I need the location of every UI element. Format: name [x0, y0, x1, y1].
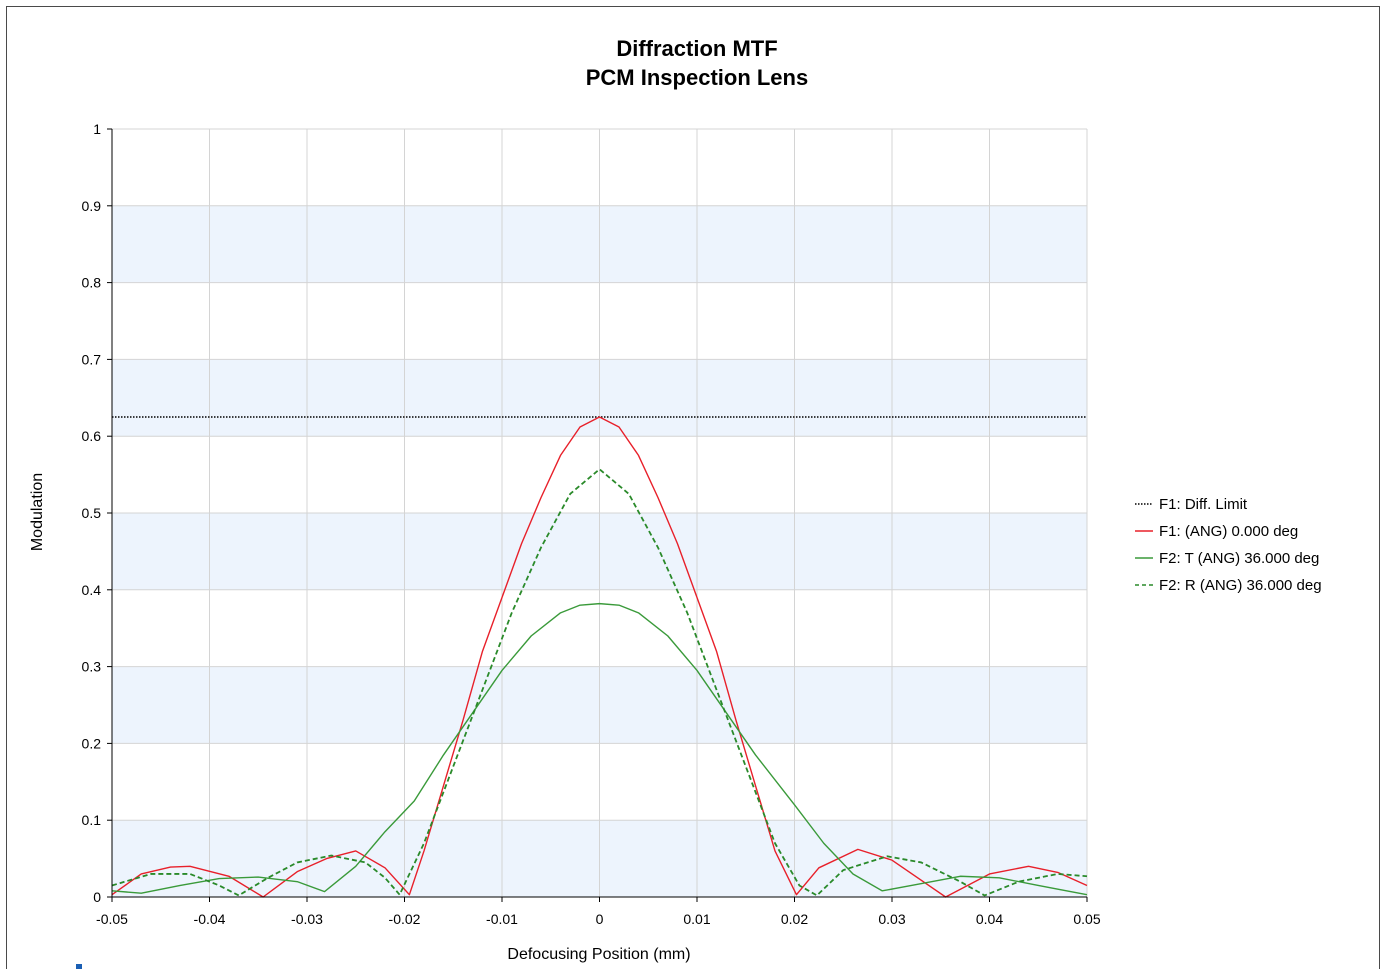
corner-marker	[76, 964, 82, 969]
y-tick-label: 0.4	[82, 582, 102, 598]
legend-entry-1: F1: (ANG) 0.000 deg	[1159, 523, 1298, 540]
series-layer	[111, 416, 1088, 898]
axes	[107, 128, 1088, 902]
x-tick-label: 0	[596, 911, 604, 927]
y-tick-label: 0.5	[82, 505, 102, 521]
chart-frame	[6, 6, 1380, 969]
y-tick-label: 0.7	[82, 351, 102, 367]
y-tick-label: 0.2	[82, 735, 102, 751]
x-axis-label: Defocusing Position (mm)	[507, 946, 690, 963]
legend-entry-3: F2: R (ANG) 36.000 deg	[1159, 577, 1322, 594]
y-tick-label: 0.1	[82, 812, 102, 828]
x-tick-label: 0.04	[976, 911, 1003, 927]
x-tick-label: -0.02	[389, 911, 421, 927]
x-tick-label: -0.05	[96, 911, 128, 927]
legend-entry-0: F1: Diff. Limit	[1159, 496, 1248, 513]
legend-entry-2: F2: T (ANG) 36.000 deg	[1159, 550, 1319, 567]
series-line-3	[111, 468, 1088, 897]
chart-title: Diffraction MTF	[616, 36, 777, 61]
x-tick-label: 0.01	[683, 911, 710, 927]
y-axis-label: Modulation	[29, 473, 46, 551]
y-tick-label: 0	[93, 889, 101, 905]
series-line-2	[111, 602, 1088, 896]
y-tick-label: 0.9	[82, 198, 102, 214]
x-tick-label: -0.01	[486, 911, 518, 927]
x-tick-label: -0.04	[194, 911, 226, 927]
x-tick-label: 0.03	[878, 911, 905, 927]
legend: F1: Diff. Limit F1: (ANG) 0.000 deg F2: T …	[1135, 496, 1322, 594]
x-tick-label: 0.02	[781, 911, 808, 927]
tick-labels: 0 0.1 0.2 0.3 0.4 0.5 0.6 0.7 0.8 0.9 1 -0.05 -0.04 -…	[82, 121, 1101, 927]
x-tick-label: 0.05	[1073, 911, 1100, 927]
series-line-1	[111, 416, 1088, 898]
chart-subtitle: PCM Inspection Lens	[586, 65, 808, 90]
y-tick-label: 0.3	[82, 659, 102, 675]
y-tick-label: 0.6	[82, 428, 102, 444]
y-tick-label: 1	[93, 121, 101, 137]
y-tick-label: 0.8	[82, 275, 102, 291]
x-tick-label: -0.03	[291, 911, 323, 927]
